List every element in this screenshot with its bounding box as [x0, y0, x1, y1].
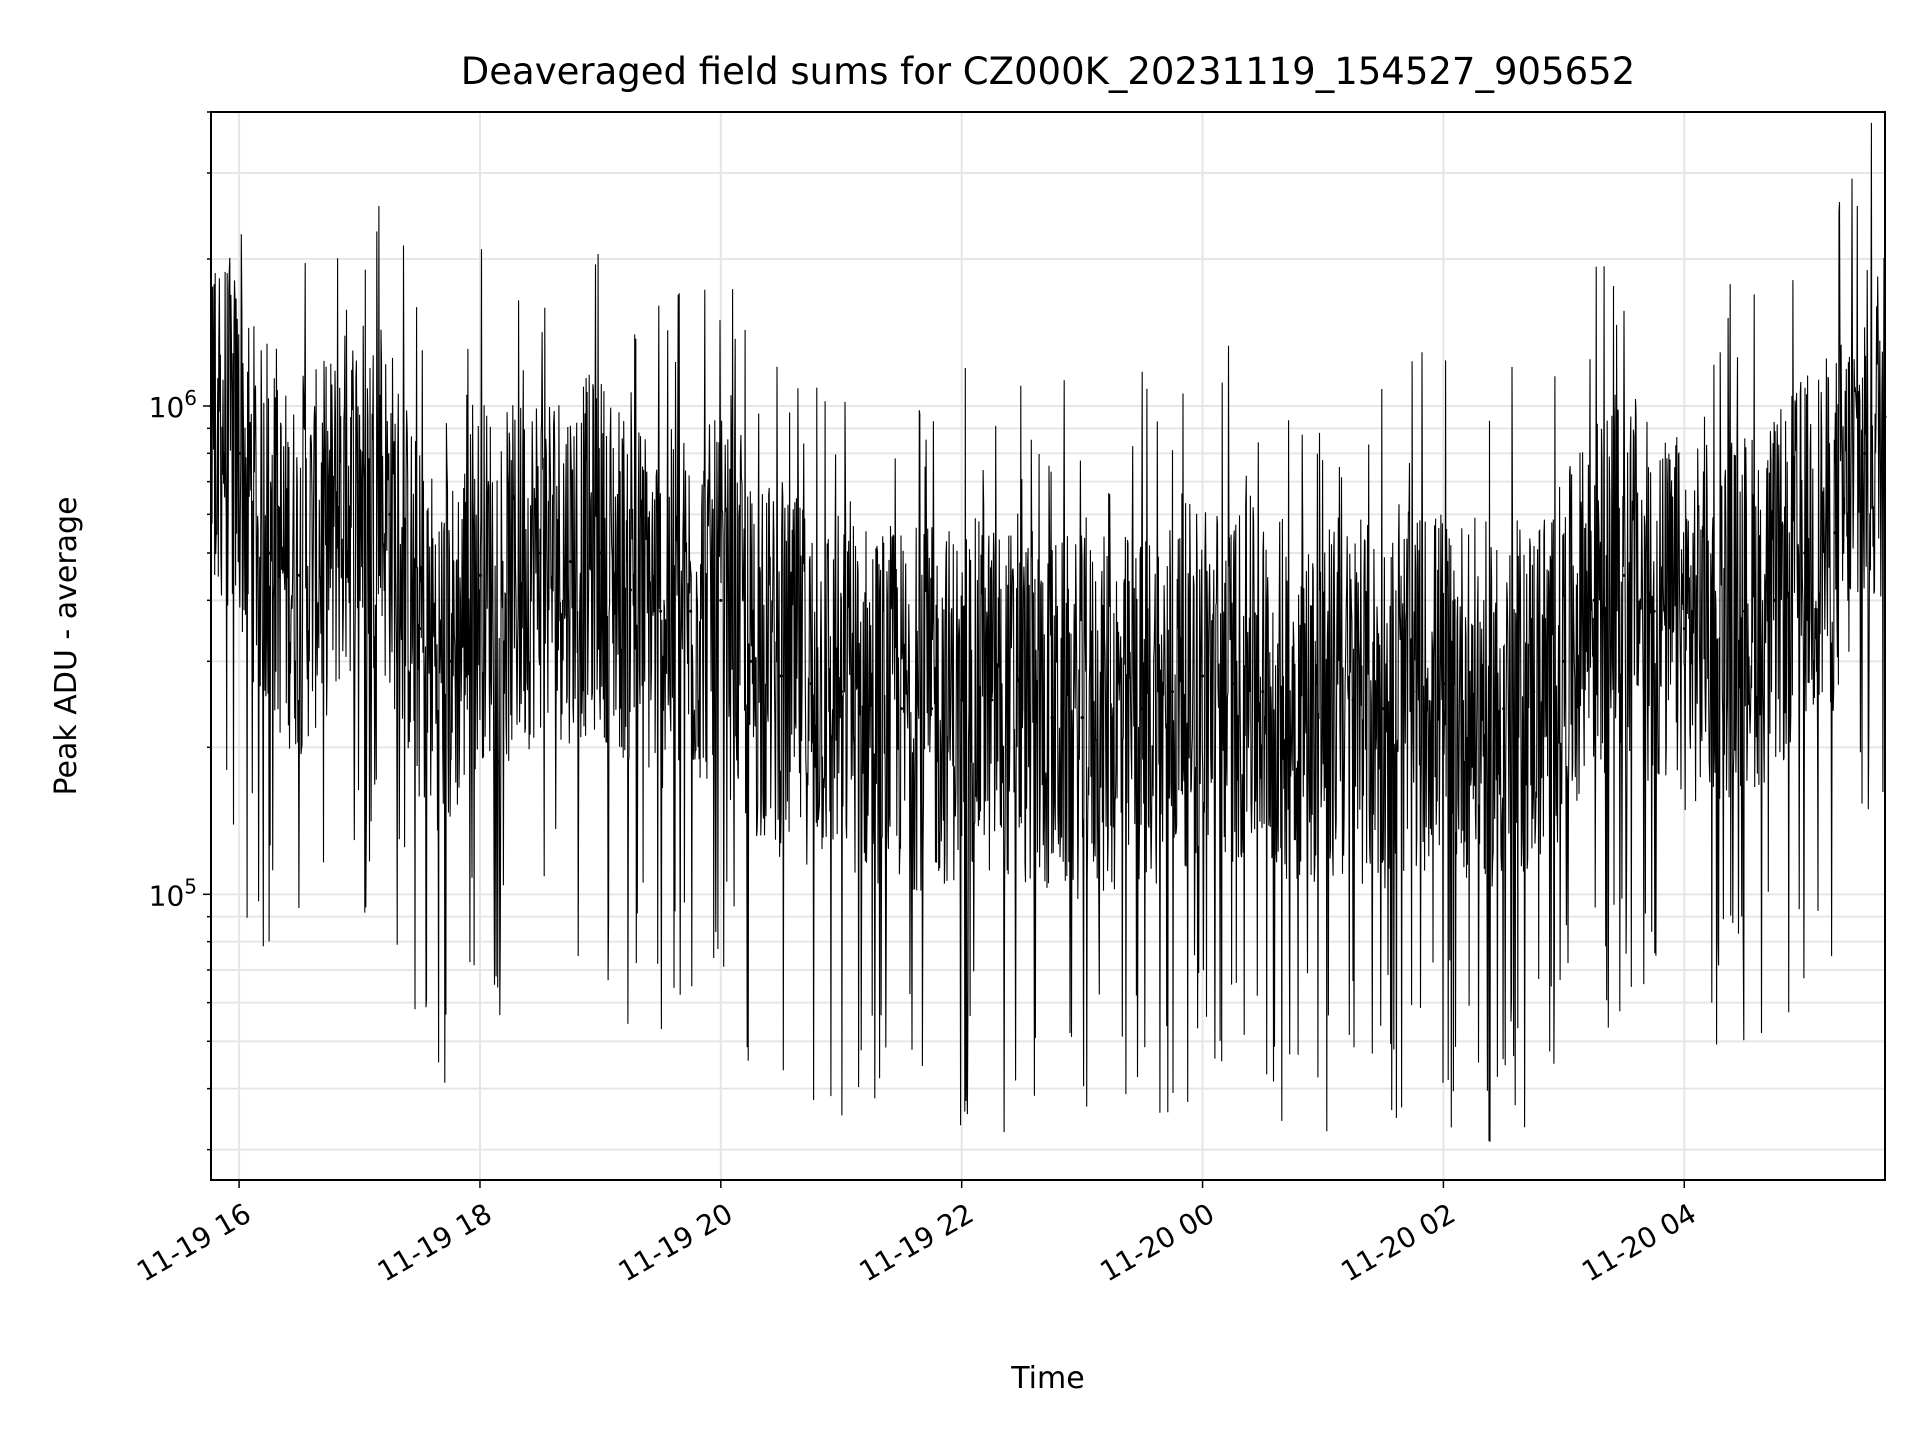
data-point — [1140, 707, 1144, 711]
data-point — [538, 551, 542, 555]
data-point — [1050, 716, 1054, 720]
data-point — [358, 480, 362, 484]
data-point — [689, 609, 693, 613]
data-point — [1562, 659, 1566, 663]
plot-area-frame — [210, 111, 1886, 1181]
data-point — [779, 674, 783, 678]
data-point — [568, 560, 572, 564]
data-point — [1381, 707, 1385, 711]
data-point — [1020, 707, 1024, 711]
data-point — [1231, 682, 1235, 686]
x-axis-title: Time — [1010, 1361, 1084, 1396]
data-point — [448, 659, 452, 663]
data-point — [1863, 451, 1867, 455]
data-point — [1351, 698, 1355, 702]
data-point — [1712, 621, 1716, 625]
data-point — [1652, 609, 1656, 613]
data-point — [1592, 598, 1596, 602]
data-point — [1502, 707, 1506, 711]
data-point — [388, 512, 392, 516]
data-point — [327, 531, 331, 535]
chart-title: Deaveraged field sums for CZ000K_2023111… — [461, 50, 1635, 93]
data-point — [1201, 674, 1205, 678]
data-point — [1441, 682, 1445, 686]
data-point — [418, 627, 422, 631]
y-tick-label: 106 — [149, 386, 197, 424]
data-point — [1261, 690, 1265, 694]
data-point — [297, 573, 301, 577]
data-point — [960, 698, 964, 702]
series-layer — [209, 122, 1887, 1142]
data-point — [267, 551, 271, 555]
data-point — [629, 588, 633, 592]
y-tick-label: 105 — [149, 874, 197, 912]
data-point — [899, 707, 903, 711]
data-point — [930, 707, 934, 711]
data-point — [508, 588, 512, 592]
data-point — [869, 698, 873, 702]
data-point — [1803, 551, 1807, 555]
data-point — [1773, 598, 1777, 602]
data-point — [598, 551, 602, 555]
data-point — [478, 573, 482, 577]
data-point — [839, 690, 843, 694]
y-axis-title: Peak ADU - average — [49, 496, 84, 795]
series-line — [210, 122, 1886, 1142]
data-point — [1321, 707, 1325, 711]
data-point — [719, 598, 723, 602]
data-point — [237, 451, 241, 455]
data-point — [809, 682, 813, 686]
data-point — [1682, 627, 1686, 631]
data-point — [1742, 609, 1746, 613]
data-point — [749, 659, 753, 663]
data-point — [1833, 531, 1837, 535]
data-point — [1080, 716, 1084, 720]
data-point — [659, 609, 663, 613]
data-point — [1532, 690, 1536, 694]
data-point — [990, 698, 994, 702]
data-point — [1110, 716, 1114, 720]
data-point — [1291, 698, 1295, 702]
data-point — [1170, 690, 1174, 694]
data-point — [1472, 698, 1476, 702]
data-point — [1622, 573, 1626, 577]
data-point — [1411, 690, 1415, 694]
